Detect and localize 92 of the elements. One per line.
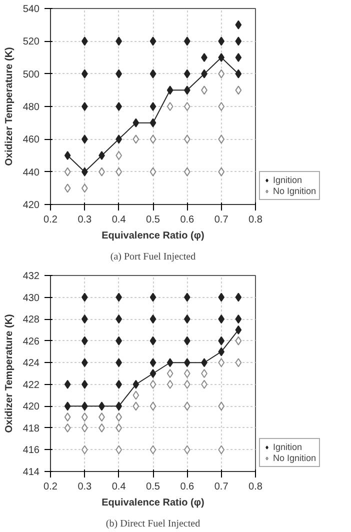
y-tick-label: 520: [22, 36, 40, 48]
x-axis-title: Equivalence Ratio (φ): [102, 498, 204, 508]
x-tick-label: 0.5: [146, 482, 160, 492]
x-tick-label: 0.7: [214, 482, 229, 492]
x-tick-label: 0.2: [44, 214, 58, 226]
legend-label: Ignition: [273, 442, 302, 452]
y-tick-label: 430: [22, 292, 40, 304]
point: [166, 380, 174, 389]
point: [150, 167, 156, 176]
point: [235, 292, 242, 302]
point: [150, 118, 156, 128]
y-tick-label: 432: [22, 271, 40, 282]
text: (b) Direct Fuel Injected: [106, 518, 200, 530]
point: [150, 314, 156, 324]
x-tick-label: 0.4: [112, 214, 126, 226]
y-tick-label: 424: [22, 358, 40, 370]
point: [201, 369, 208, 378]
x-tick-label: 0.3: [78, 214, 92, 226]
point: [218, 53, 224, 62]
point: [184, 369, 190, 378]
y-tick-label: 540: [22, 4, 40, 15]
x-tick-label: 0.6: [180, 482, 195, 492]
point: [132, 402, 140, 411]
point: [64, 380, 71, 389]
point: [150, 358, 156, 368]
legend-label: No Ignition: [273, 453, 316, 463]
x-tick-label: 0.8: [248, 214, 263, 226]
point: [150, 292, 156, 302]
x-tick-label: 0.3: [78, 482, 92, 492]
x-tick-label: 0.2: [44, 482, 58, 492]
y-tick-label: 480: [22, 102, 40, 113]
point: [132, 118, 140, 128]
point: [235, 358, 242, 368]
x-axis-title: Equivalence Ratio (φ): [102, 230, 204, 242]
y-tick-label: 428: [22, 314, 40, 326]
legend-label: No Ignition: [273, 186, 316, 196]
y-tick-label: 460: [22, 134, 40, 146]
point: [235, 69, 242, 78]
point: [98, 151, 105, 160]
y-tick-label: 418: [22, 423, 40, 434]
x-tick-label: 0.7: [214, 214, 229, 226]
point: [116, 102, 122, 111]
point: [166, 86, 174, 95]
y-tick-label: 440: [22, 167, 40, 178]
point: [64, 151, 71, 160]
point: [116, 151, 122, 160]
x-tick-label: 0.8: [248, 482, 263, 492]
point: [184, 102, 190, 111]
point: [64, 423, 71, 432]
y-axis-title: Oxidizer Temperature (K): [4, 47, 15, 166]
point: [64, 412, 71, 422]
point: [82, 102, 88, 111]
point: [235, 325, 242, 334]
legend-label: Ignition: [273, 175, 302, 185]
x-tick-label: 0.4: [112, 482, 126, 492]
point: [150, 402, 156, 411]
y-axis-title: Oxidizer Temperature (K): [4, 314, 15, 433]
point: [218, 102, 224, 111]
point: [150, 445, 156, 454]
point: [150, 380, 156, 389]
point: [64, 184, 71, 193]
point: [150, 36, 156, 46]
point: [166, 369, 174, 378]
x-tick-label: 0.6: [180, 214, 195, 226]
point: [166, 102, 174, 111]
y-tick-label: 422: [22, 380, 40, 391]
point: [150, 102, 156, 111]
point: [150, 69, 156, 78]
point: [64, 402, 71, 411]
point: [235, 336, 242, 346]
point: [132, 134, 140, 144]
point: [201, 53, 208, 62]
point: [64, 167, 71, 176]
text: (a) Port Fuel Injected: [110, 252, 196, 262]
y-tick-label: 414: [22, 467, 40, 478]
y-tick-label: 426: [22, 336, 40, 348]
y-tick-label: 416: [22, 445, 40, 456]
point: [150, 134, 156, 144]
y-tick-label: 420: [22, 200, 40, 211]
point: [235, 20, 242, 30]
y-tick-label: 420: [22, 402, 40, 413]
point: [150, 369, 156, 378]
point: [235, 36, 242, 46]
point: [132, 380, 140, 389]
point: [132, 390, 140, 400]
point: [235, 53, 242, 62]
x-tick-label: 0.5: [146, 214, 160, 226]
y-tick-label: 500: [22, 69, 40, 80]
point: [166, 358, 174, 368]
point: [150, 336, 156, 346]
point: [235, 86, 242, 95]
point: [235, 314, 242, 324]
